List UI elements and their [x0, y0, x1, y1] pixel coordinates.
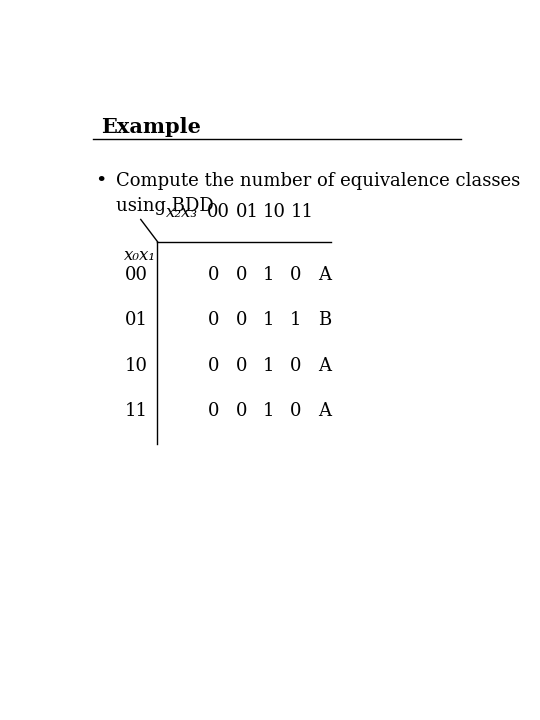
Text: 0: 0: [235, 266, 247, 284]
Text: 01: 01: [236, 202, 259, 220]
Text: 11: 11: [291, 202, 313, 220]
Text: 00: 00: [207, 202, 229, 220]
Text: 11: 11: [125, 402, 148, 420]
Text: 0: 0: [208, 357, 220, 375]
Text: x₂x₃: x₂x₃: [166, 204, 198, 220]
Text: 0: 0: [208, 402, 220, 420]
Text: 1: 1: [290, 311, 301, 329]
Text: 01: 01: [125, 311, 148, 329]
Text: 10: 10: [125, 357, 148, 375]
Text: x₀x₁: x₀x₁: [124, 247, 156, 264]
Text: 0: 0: [290, 402, 301, 420]
Text: A: A: [319, 402, 332, 420]
Text: 10: 10: [263, 202, 286, 220]
Text: 0: 0: [290, 357, 301, 375]
Text: 1: 1: [262, 402, 274, 420]
Text: 0: 0: [235, 402, 247, 420]
Text: 1: 1: [262, 311, 274, 329]
Text: B: B: [318, 311, 332, 329]
Text: A: A: [319, 357, 332, 375]
Text: 0: 0: [290, 266, 301, 284]
Text: A: A: [319, 266, 332, 284]
Text: 0: 0: [235, 357, 247, 375]
Text: 0: 0: [208, 311, 220, 329]
Text: 00: 00: [125, 266, 148, 284]
Text: Example: Example: [101, 117, 201, 137]
Text: 0: 0: [235, 311, 247, 329]
Text: •: •: [94, 172, 106, 190]
Text: Compute the number of equivalence classes: Compute the number of equivalence classe…: [116, 172, 520, 190]
Text: using BDD: using BDD: [116, 197, 213, 215]
Text: 1: 1: [262, 357, 274, 375]
Text: 0: 0: [208, 266, 220, 284]
Text: 1: 1: [262, 266, 274, 284]
